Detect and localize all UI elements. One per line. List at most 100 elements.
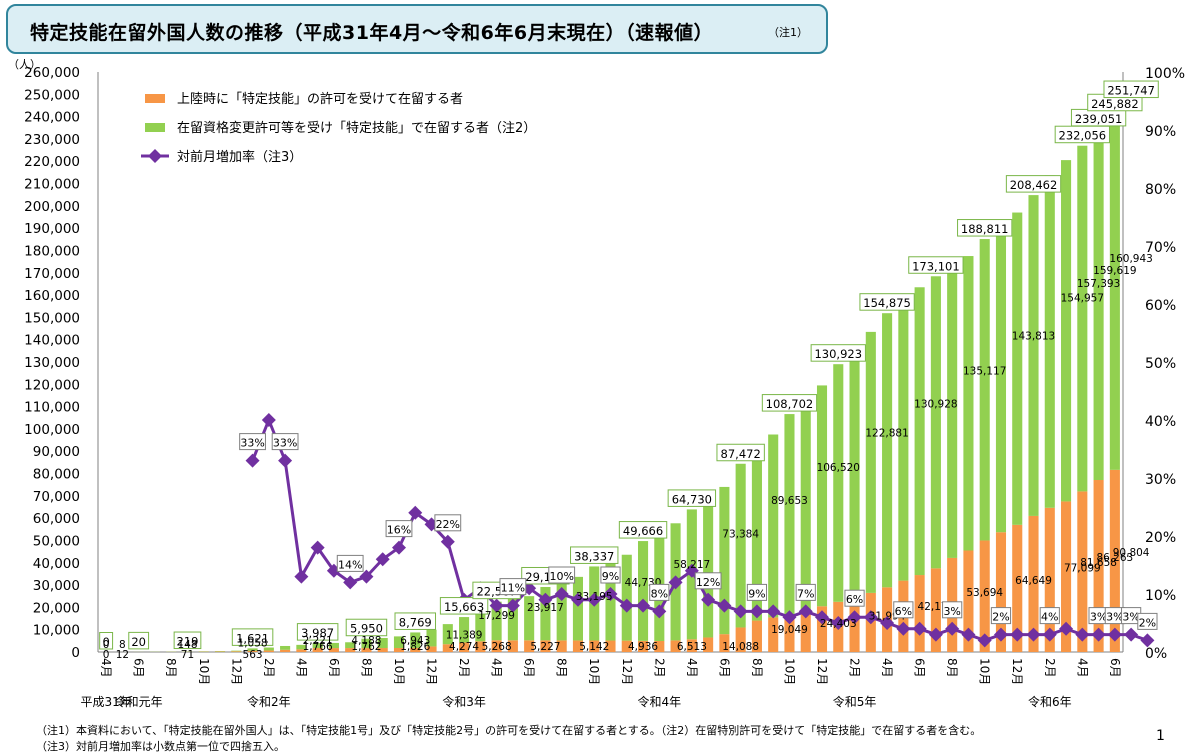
y-tick-label: 100,000 bbox=[24, 422, 80, 438]
bar-change bbox=[475, 610, 486, 642]
total-data-label-box bbox=[1005, 175, 1062, 193]
change-data-label: 1,058 bbox=[238, 638, 268, 650]
total-data-label-box bbox=[618, 521, 668, 539]
bar-change bbox=[507, 599, 518, 641]
y-unit-label: （人） bbox=[8, 58, 41, 71]
bar-landing bbox=[410, 647, 421, 652]
landing-data-label: 4,274 bbox=[449, 641, 479, 653]
bar-change bbox=[377, 637, 388, 649]
title-note: （注1） bbox=[768, 26, 808, 39]
rate-marker bbox=[815, 610, 830, 625]
landing-data-label: 64,649 bbox=[1015, 575, 1052, 587]
bar-change bbox=[833, 364, 844, 602]
y-tick-label: 160,000 bbox=[24, 288, 80, 304]
x-year-label: 令和5年 bbox=[833, 694, 877, 709]
rate-data-label: 22% bbox=[436, 518, 460, 531]
y-tick-label: 110,000 bbox=[24, 400, 80, 416]
y2-tick-label: 20% bbox=[1145, 530, 1176, 546]
bar-change bbox=[312, 643, 323, 649]
bar-change bbox=[247, 648, 258, 651]
rate-data-label: 4% bbox=[1041, 611, 1058, 624]
bar-change bbox=[621, 554, 632, 641]
rate-marker bbox=[278, 453, 293, 468]
bar-landing bbox=[800, 609, 811, 652]
total-data-label: 208,462 bbox=[1010, 178, 1058, 192]
x-tick-label: 6月 bbox=[717, 658, 731, 678]
y-tick-label: 250,000 bbox=[24, 87, 80, 103]
rate-data-label: 7% bbox=[797, 587, 814, 600]
bar-landing bbox=[572, 640, 584, 652]
rate-marker bbox=[977, 633, 992, 648]
rate-marker bbox=[359, 569, 374, 584]
bar-change bbox=[540, 586, 551, 641]
landing-data-label: 6,513 bbox=[677, 641, 707, 653]
y-tick-label: 220,000 bbox=[24, 154, 80, 170]
bar-change bbox=[719, 486, 730, 635]
x-tick-label: 8月 bbox=[164, 658, 178, 678]
rate-marker bbox=[440, 534, 455, 549]
x-tick-label: 2月 bbox=[848, 658, 862, 678]
bar-change bbox=[1077, 145, 1088, 492]
total-data-label-box bbox=[810, 344, 866, 362]
bar-landing bbox=[849, 597, 860, 652]
rate-data-label: 3% bbox=[1122, 611, 1139, 624]
bar-change bbox=[1044, 175, 1055, 508]
bar-landing bbox=[703, 637, 714, 652]
bar-change bbox=[280, 645, 291, 650]
bar-landing bbox=[686, 639, 697, 652]
rate-marker bbox=[1124, 627, 1139, 642]
bar-change bbox=[393, 636, 405, 648]
y-tick-label: 190,000 bbox=[24, 221, 80, 237]
y-tick-label: 10,000 bbox=[33, 623, 80, 639]
bar-landing bbox=[930, 568, 941, 652]
bar-change bbox=[410, 632, 421, 648]
bar-landing bbox=[491, 640, 502, 652]
x-tick-label: 12月 bbox=[815, 658, 829, 685]
legend-swatch bbox=[145, 94, 165, 103]
total-data-label: 3,987 bbox=[301, 626, 334, 640]
bar-change bbox=[556, 582, 567, 641]
bar-landing bbox=[247, 650, 258, 652]
bar-change bbox=[426, 629, 437, 647]
rate-marker bbox=[391, 540, 406, 555]
total-data-label: 1,621 bbox=[236, 631, 269, 645]
legend-marker bbox=[148, 149, 162, 163]
legend-label: 上陸時に「特定技能」の許可を受けて在留する者 bbox=[177, 91, 463, 107]
y2-tick-label: 40% bbox=[1145, 414, 1176, 430]
total-data-label-box bbox=[128, 631, 150, 650]
rate-data-label: 6% bbox=[846, 593, 863, 606]
x-tick-label: 6月 bbox=[522, 658, 536, 678]
rate-data-label-box bbox=[548, 566, 576, 584]
total-data-label-box bbox=[667, 489, 717, 507]
bar-landing bbox=[735, 627, 746, 652]
y-tick-label: 240,000 bbox=[24, 110, 80, 126]
total-data-label-box bbox=[173, 631, 202, 650]
rate-data-label-box bbox=[600, 566, 621, 584]
change-data-label: 11,389 bbox=[446, 629, 483, 641]
rate-marker bbox=[1140, 633, 1155, 648]
landing-data-label: 24,403 bbox=[820, 618, 857, 630]
total-data-label-box bbox=[296, 623, 339, 641]
bar-landing bbox=[361, 648, 372, 652]
bar-change bbox=[1061, 160, 1072, 502]
total-data-label: 20 bbox=[131, 635, 146, 649]
bar-change bbox=[328, 642, 339, 649]
rate-marker bbox=[928, 627, 943, 642]
landing-data-label: 1,766 bbox=[303, 641, 333, 653]
rate-marker bbox=[587, 592, 602, 607]
landing-data-label: 14,088 bbox=[722, 641, 759, 653]
change-data-label: 157,393 bbox=[1077, 278, 1120, 290]
rate-marker bbox=[945, 621, 960, 636]
bar-landing bbox=[1044, 507, 1055, 652]
x-tick-label: 4月 bbox=[880, 658, 894, 678]
bar-change bbox=[572, 576, 584, 641]
y-tick-label: 70,000 bbox=[33, 489, 80, 505]
change-data-label: 130,928 bbox=[914, 399, 957, 411]
rate-data-label-box bbox=[1137, 612, 1158, 630]
bar-change bbox=[703, 501, 714, 638]
bar-landing bbox=[605, 640, 616, 652]
bar-change bbox=[735, 463, 746, 628]
x-tick-label: 2月 bbox=[1043, 658, 1057, 678]
total-data-label: 15,663 bbox=[444, 600, 484, 614]
bar-change bbox=[768, 434, 779, 618]
